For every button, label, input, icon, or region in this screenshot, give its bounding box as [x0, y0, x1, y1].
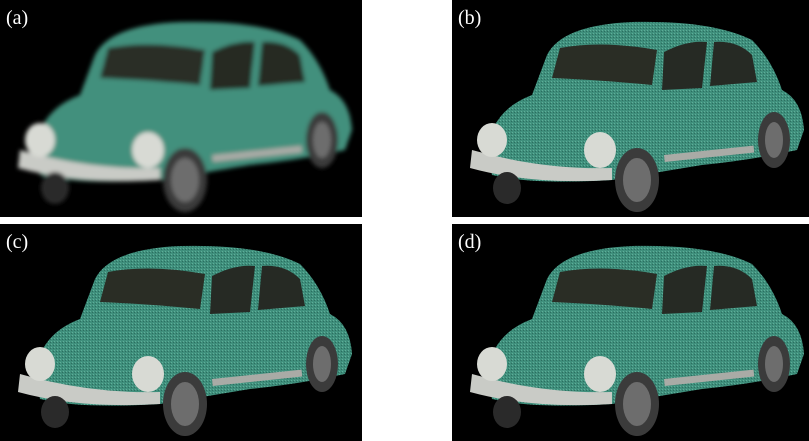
panel-label: (a)	[6, 7, 28, 29]
page: {"panels": [{"label": "(a)"}, {"label": …	[0, 0, 809, 441]
panel: (a)	[0, 0, 362, 217]
panel: (d)	[452, 224, 809, 441]
panel: (c)	[0, 224, 362, 441]
figure: (a) (b) (c) (d)	[0, 0, 809, 441]
panel: (b)	[452, 0, 809, 217]
panel-label: (d)	[458, 231, 481, 253]
panel-label: (b)	[458, 7, 481, 29]
panel-label: (c)	[6, 231, 28, 253]
